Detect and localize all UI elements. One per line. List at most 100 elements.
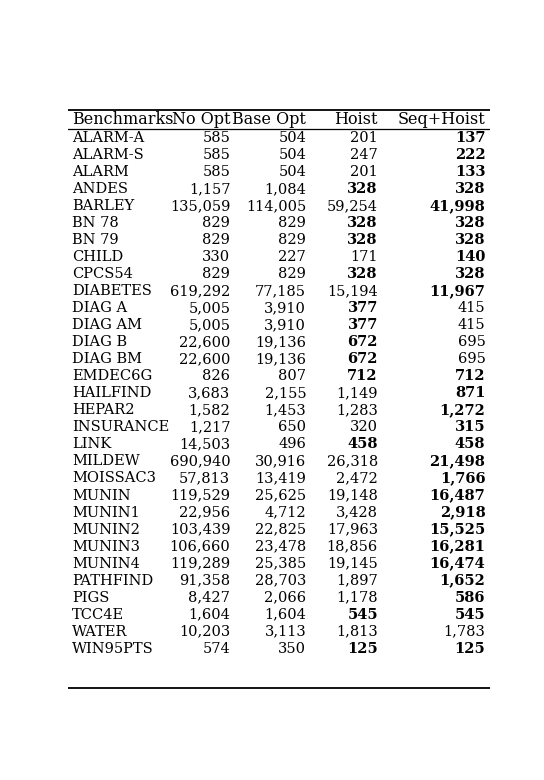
Text: MUNIN: MUNIN — [72, 488, 131, 502]
Text: 496: 496 — [279, 438, 306, 452]
Text: 585: 585 — [202, 131, 230, 145]
Text: 5,005: 5,005 — [188, 318, 230, 332]
Text: 330: 330 — [202, 250, 230, 264]
Text: 227: 227 — [279, 250, 306, 264]
Text: 1,813: 1,813 — [336, 625, 378, 639]
Text: 690,940: 690,940 — [170, 455, 230, 469]
Text: 3,683: 3,683 — [188, 386, 230, 400]
Text: 2,472: 2,472 — [336, 471, 378, 485]
Text: MILDEW: MILDEW — [72, 455, 140, 469]
Text: 586: 586 — [455, 590, 485, 604]
Text: 15,194: 15,194 — [327, 284, 378, 298]
Text: No Opt: No Opt — [172, 111, 230, 128]
Text: 201: 201 — [350, 131, 378, 145]
Text: 712: 712 — [347, 369, 378, 383]
Text: 1,283: 1,283 — [336, 403, 378, 417]
Text: 1,766: 1,766 — [440, 471, 485, 485]
Text: 222: 222 — [455, 147, 485, 161]
Text: 829: 829 — [202, 216, 230, 230]
Text: TCC4E: TCC4E — [72, 608, 125, 622]
Text: 13,419: 13,419 — [255, 471, 306, 485]
Text: CPCS54: CPCS54 — [72, 267, 133, 281]
Text: 59,254: 59,254 — [327, 199, 378, 213]
Text: 1,178: 1,178 — [336, 590, 378, 604]
Text: ALARM-A: ALARM-A — [72, 131, 145, 145]
Text: 1,217: 1,217 — [189, 420, 230, 434]
Text: 328: 328 — [348, 233, 378, 247]
Text: 377: 377 — [348, 318, 378, 332]
Text: ALARM: ALARM — [72, 165, 129, 179]
Text: 17,963: 17,963 — [327, 523, 378, 537]
Text: 328: 328 — [455, 216, 485, 230]
Text: 585: 585 — [202, 147, 230, 161]
Text: 8,427: 8,427 — [188, 590, 230, 604]
Text: ANDES: ANDES — [72, 182, 128, 196]
Text: Base Opt: Base Opt — [232, 111, 306, 128]
Text: 672: 672 — [348, 353, 378, 367]
Text: BN 78: BN 78 — [72, 216, 119, 230]
Text: Benchmarks: Benchmarks — [72, 111, 174, 128]
Text: 1,453: 1,453 — [264, 403, 306, 417]
Text: HEPAR2: HEPAR2 — [72, 403, 135, 417]
Text: 22,600: 22,600 — [179, 335, 230, 349]
Text: 829: 829 — [279, 233, 306, 247]
Text: 1,272: 1,272 — [440, 403, 485, 417]
Text: MUNIN1: MUNIN1 — [72, 505, 140, 519]
Text: 695: 695 — [458, 335, 485, 349]
Text: 18,856: 18,856 — [326, 540, 378, 554]
Text: 504: 504 — [279, 131, 306, 145]
Text: 3,428: 3,428 — [336, 505, 378, 519]
Text: 504: 504 — [279, 165, 306, 179]
Text: 712: 712 — [455, 369, 485, 383]
Text: DIAG AM: DIAG AM — [72, 318, 142, 332]
Text: 2,918: 2,918 — [440, 505, 485, 519]
Text: DIAG A: DIAG A — [72, 301, 127, 315]
Text: 135,059: 135,059 — [170, 199, 230, 213]
Text: EMDEC6G: EMDEC6G — [72, 369, 152, 383]
Text: 1,652: 1,652 — [440, 573, 485, 587]
Text: WATER: WATER — [72, 625, 128, 639]
Text: 545: 545 — [347, 608, 378, 622]
Text: 22,956: 22,956 — [179, 505, 230, 519]
Text: 1,604: 1,604 — [264, 608, 306, 622]
Text: 320: 320 — [350, 420, 378, 434]
Text: 328: 328 — [348, 267, 378, 281]
Text: 125: 125 — [455, 642, 485, 656]
Text: 415: 415 — [458, 301, 485, 315]
Text: 829: 829 — [279, 216, 306, 230]
Text: 328: 328 — [455, 267, 485, 281]
Text: CHILD: CHILD — [72, 250, 123, 264]
Text: 619,292: 619,292 — [170, 284, 230, 298]
Text: 4,712: 4,712 — [264, 505, 306, 519]
Text: 15,525: 15,525 — [429, 523, 485, 537]
Text: 350: 350 — [278, 642, 306, 656]
Text: 201: 201 — [350, 165, 378, 179]
Text: 14,503: 14,503 — [179, 438, 230, 452]
Text: 1,783: 1,783 — [443, 625, 485, 639]
Text: 377: 377 — [348, 301, 378, 315]
Text: HAILFIND: HAILFIND — [72, 386, 152, 400]
Text: 133: 133 — [455, 165, 485, 179]
Text: 25,385: 25,385 — [255, 557, 306, 571]
Text: 19,145: 19,145 — [327, 557, 378, 571]
Text: 5,005: 5,005 — [188, 301, 230, 315]
Text: 137: 137 — [455, 131, 485, 145]
Text: 26,318: 26,318 — [326, 455, 378, 469]
Text: 10,203: 10,203 — [179, 625, 230, 639]
Text: 41,998: 41,998 — [430, 199, 485, 213]
Text: 826: 826 — [202, 369, 230, 383]
Text: 125: 125 — [347, 642, 378, 656]
Text: 415: 415 — [458, 318, 485, 332]
Text: 328: 328 — [455, 233, 485, 247]
Text: DIABETES: DIABETES — [72, 284, 152, 298]
Text: 458: 458 — [348, 438, 378, 452]
Text: 140: 140 — [455, 250, 485, 264]
Text: LINK: LINK — [72, 438, 112, 452]
Text: 672: 672 — [348, 335, 378, 349]
Text: DIAG BM: DIAG BM — [72, 353, 142, 367]
Text: PIGS: PIGS — [72, 590, 109, 604]
Text: 1,897: 1,897 — [336, 573, 378, 587]
Text: 1,157: 1,157 — [189, 182, 230, 196]
Text: 695: 695 — [458, 353, 485, 367]
Text: MUNIN3: MUNIN3 — [72, 540, 140, 554]
